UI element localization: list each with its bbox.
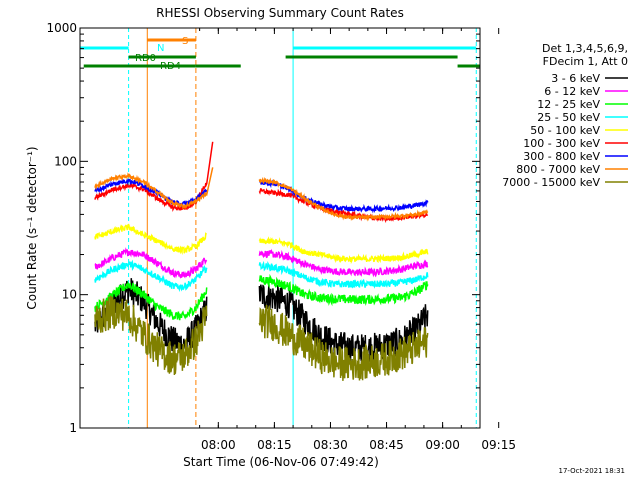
- x-tick-label: 09:15: [481, 438, 516, 452]
- y-tick-label: 10: [62, 288, 77, 302]
- series-800-7000-kev-line: [94, 167, 214, 211]
- legend: Det 1,3,4,5,6,9, FDecim 1, Att 0 3 - 6 k…: [502, 42, 628, 189]
- y-tick-label: 100: [54, 154, 77, 168]
- y-tick-label: 1: [69, 421, 77, 435]
- x-tick-label: 09:00: [425, 438, 460, 452]
- legend-label: 300 - 800 keV: [523, 150, 600, 163]
- legend-header-line-2: FDecim 1, Att 0: [543, 55, 628, 68]
- y-axis: 1 10 100 1000: [46, 21, 480, 435]
- series-800-7000-kev-line: [258, 176, 429, 222]
- series-12-25-kev-line: [94, 280, 208, 321]
- series-50-100-kev-line: [258, 236, 429, 265]
- x-tick-label: 08:15: [257, 438, 292, 452]
- legend-label: 12 - 25 keV: [537, 98, 600, 111]
- legend-label: 800 - 7000 keV: [516, 163, 600, 176]
- x-tick-label: 08:30: [313, 438, 348, 452]
- x-tick-label: 08:00: [201, 438, 236, 452]
- series-12-25-kev-line: [258, 273, 429, 307]
- legend-label: 100 - 300 keV: [523, 137, 600, 150]
- x-axis-label: Start Time (06-Nov-06 07:49:42): [183, 455, 379, 469]
- series-3-6-kev-line: [258, 284, 429, 363]
- legend-label: 7000 - 15000 keV: [502, 176, 600, 189]
- x-tick-label: 08:45: [369, 438, 404, 452]
- flag-label-rd0: RD0: [135, 53, 156, 64]
- legend-label: 50 - 100 keV: [530, 124, 600, 137]
- x-axis: 08:00 08:15 08:30 08:45 09:00 09:15: [199, 28, 516, 452]
- series-100-300-kev-line: [94, 141, 214, 213]
- series-7000-15000-kev-line: [94, 295, 208, 376]
- series-7000-15000-kev-line: [258, 304, 429, 381]
- generation-timestamp: 17-Oct-2021 18:31: [559, 467, 625, 475]
- plot-frame: [79, 27, 481, 429]
- series-50-100-kev-line: [94, 223, 207, 256]
- series-25-50-kev-line: [94, 259, 208, 293]
- series-6-12-kev-line: [258, 248, 429, 278]
- flag-label-rd4: RD4: [160, 61, 181, 72]
- flag-label-s: S: [182, 36, 188, 47]
- y-tick-label: 1000: [46, 21, 77, 35]
- y-axis-label: Count Rate (s⁻¹ detector⁻¹): [25, 146, 39, 309]
- legend-header-line-1: Det 1,3,4,5,6,9,: [542, 42, 628, 55]
- series-300-800-kev-line: [94, 178, 208, 208]
- series-6-12-kev-line: [94, 247, 208, 279]
- legend-label: 3 - 6 keV: [551, 72, 600, 85]
- chart-title: RHESSI Observing Summary Count Rates: [156, 6, 404, 20]
- legend-label: 25 - 50 keV: [537, 111, 600, 124]
- legend-label: 6 - 12 keV: [544, 85, 600, 98]
- series-25-50-kev-line: [258, 260, 429, 289]
- flag-label-n: N: [157, 43, 164, 54]
